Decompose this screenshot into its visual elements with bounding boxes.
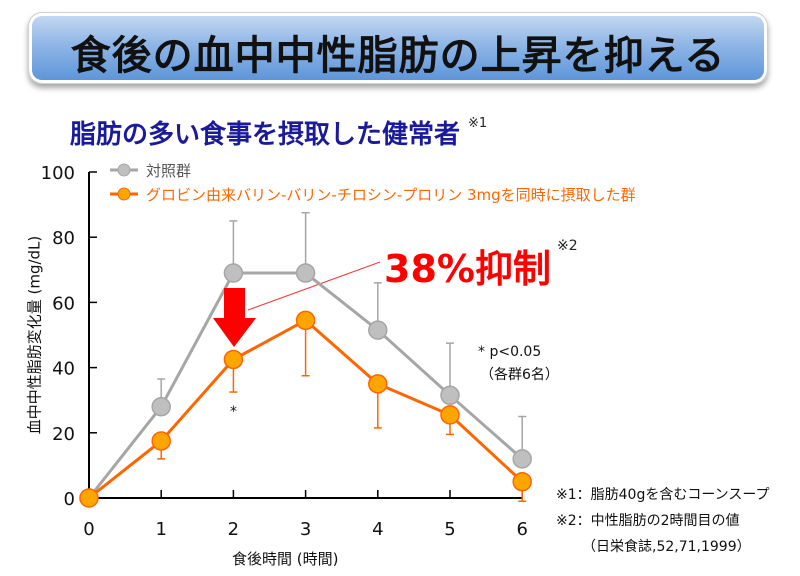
x-tick-label: 1 bbox=[155, 519, 166, 540]
y-tick-label: 0 bbox=[64, 489, 75, 510]
treatment-marker bbox=[512, 471, 532, 492]
y-tick-label: 60 bbox=[52, 293, 75, 314]
subtitle-ref: ※1 bbox=[468, 116, 488, 131]
chart-subtitle: 脂肪の多い食事を摂取した健常者 ※1 bbox=[70, 114, 487, 151]
treatment-marker bbox=[151, 431, 171, 451]
p-value-note: * p<0.05 bbox=[478, 344, 542, 360]
leader-line bbox=[247, 261, 381, 311]
footnote-2: ※2：中性脂肪の2時間目の値 bbox=[556, 513, 740, 529]
reduction-annotation: 38%抑制※2 bbox=[384, 238, 578, 291]
legend-treatment: グロビン由来バリン-バリン-チロシン-プロリン 3mgを同時に摂取した群 bbox=[146, 186, 636, 204]
page-title: 食後の血中中性脂肪の上昇を抑える bbox=[70, 33, 726, 79]
significance-star: * bbox=[230, 404, 237, 420]
subtitle-text: 脂肪の多い食事を摂取した健常者 bbox=[70, 120, 461, 150]
legend-control-marker bbox=[117, 163, 131, 177]
x-tick-label: 0 bbox=[83, 519, 94, 540]
legend-treatment-marker bbox=[117, 187, 131, 201]
control-marker bbox=[295, 263, 316, 283]
control-marker bbox=[151, 396, 171, 417]
legend-control: 対照群 bbox=[146, 162, 192, 180]
y-tick-label: 80 bbox=[52, 228, 75, 249]
x-tick-label: 3 bbox=[300, 519, 311, 540]
y-tick-label: 100 bbox=[41, 163, 75, 184]
treatment-marker bbox=[295, 310, 316, 331]
control-line bbox=[87, 271, 524, 499]
y-tick-label: 20 bbox=[52, 424, 75, 445]
control-marker bbox=[440, 385, 460, 406]
title-banner: 食後の血中中性脂肪の上昇を抑える bbox=[28, 12, 768, 84]
x-tick-label: 2 bbox=[228, 519, 239, 540]
x-tick-label: 4 bbox=[372, 519, 383, 540]
footnote-source: （日栄食誌,52,71,1999） bbox=[582, 539, 751, 555]
x-tick-label: 5 bbox=[444, 519, 455, 540]
y-tick-label: 40 bbox=[52, 359, 75, 380]
x-axis-label: 食後時間 (時間) bbox=[232, 550, 339, 568]
treatment-marker bbox=[223, 349, 244, 370]
treatment-marker bbox=[79, 488, 99, 508]
y-axis-label: 血中中性脂肪変化量 (mg/dL) bbox=[25, 235, 44, 435]
treatment-marker bbox=[440, 405, 460, 425]
treatment-marker bbox=[368, 374, 388, 394]
control-marker bbox=[223, 263, 244, 283]
group-size-note: （各群6名） bbox=[480, 367, 559, 383]
footnote-1: ※1：脂肪40gを含むコーンスープ bbox=[556, 487, 770, 503]
x-tick-label: 6 bbox=[516, 519, 527, 540]
control-marker bbox=[512, 449, 532, 469]
control-marker bbox=[368, 320, 388, 340]
down-arrow-icon bbox=[213, 288, 256, 347]
